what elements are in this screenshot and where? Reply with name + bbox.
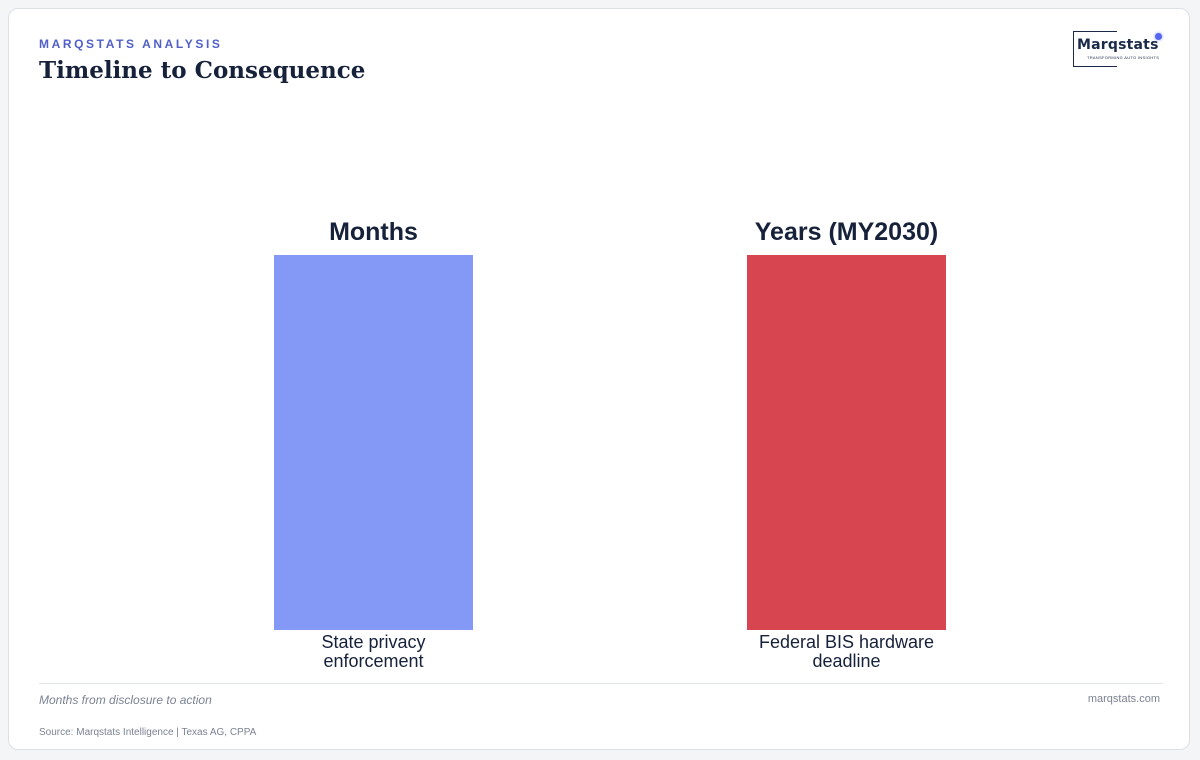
site-link[interactable]: marqstats.com — [1087, 693, 1160, 705]
logo-wordmark: Marqstats — [1077, 37, 1159, 53]
chart-title: Timeline to Consequence — [39, 57, 366, 84]
bar-1 — [747, 255, 946, 630]
footer-divider — [39, 683, 1163, 684]
category-label-1: Federal BIS hardware deadline — [759, 632, 934, 671]
bar-data-label-1: Years (MY2030) — [755, 218, 938, 246]
bar-data-label-0: Months — [329, 218, 418, 246]
eyebrow-label: MARQSTATS ANALYSIS — [39, 37, 223, 51]
logo-dot-icon — [1155, 33, 1162, 40]
chart-note: Months from disclosure to action — [39, 693, 212, 707]
category-label-0: State privacy enforcement — [321, 632, 425, 671]
logo-frame — [1073, 31, 1117, 67]
source-line: Source: Marqstats Intelligence | Texas A… — [39, 727, 257, 738]
marqstats-logo: Marqstats TRANSFORMING AUTO INSIGHTS — [1073, 31, 1163, 69]
logo-tagline: TRANSFORMING AUTO INSIGHTS — [1087, 55, 1160, 60]
chart-card: MARQSTATS ANALYSIS Timeline to Consequen… — [8, 8, 1190, 750]
bar-0 — [274, 255, 473, 630]
